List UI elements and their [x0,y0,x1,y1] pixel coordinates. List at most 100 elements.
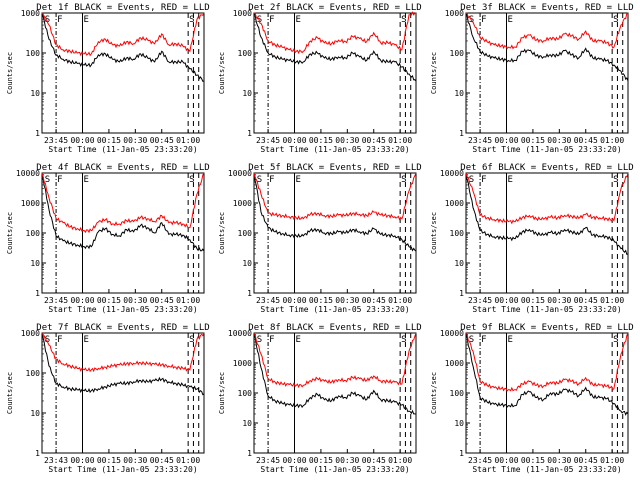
y-tick-label: 100 [450,49,465,58]
x-tick-label: 01:00 [388,136,412,145]
event-marker: E [84,175,89,185]
x-tick-label: 23:45 [256,296,280,305]
y-tick-label: 10000 [228,169,252,178]
y-tick-label: 1 [247,289,252,298]
y-tick-label: 1 [247,129,252,138]
x-tick-label: 01:00 [176,456,200,465]
x-tick-label: 00:00 [282,136,306,145]
event-marker: F [269,175,274,185]
y-tick-label: 100 [238,229,253,238]
panel-det-1f: Det 1f BLACK = Events, RED = LLD 1 10 100 10… [6,3,210,154]
series-line-lld [465,332,629,392]
event-marker: F [481,175,486,185]
x-tick-label: 00:45 [150,136,174,145]
event-marker: E [84,335,89,345]
panel-det-5f: Det 5f BLACK = Events, RED = LLD 1 10 100 10… [218,163,422,314]
event-marker: S [401,15,406,25]
x-tick-label: 01:00 [176,136,200,145]
event-marker: F [269,15,274,25]
series-line-lld [465,12,629,50]
event-marker: S [469,175,474,185]
x-tick-label: 23:45 [468,456,492,465]
event-marker: S [401,335,406,345]
event-marker: F [57,335,62,345]
x-axis-label: Start Time (11-Jan-05 23:33:20) [472,465,621,474]
x-axis-label: Start Time (11-Jan-05 23:33:20) [260,465,409,474]
y-tick-label: 1 [35,129,40,138]
event-marker: E [508,335,513,345]
series-line-events [253,332,417,415]
plot-frame [465,12,629,134]
x-tick-label: 00:45 [574,456,598,465]
plot-frame [41,172,205,294]
x-tick-label: 00:15 [97,296,121,305]
y-tick-label: 10 [242,89,252,98]
y-tick-label: 100 [450,229,465,238]
x-tick-label: 00:30 [335,296,359,305]
event-marker: E [84,15,89,25]
y-tick-label: 10 [30,89,40,98]
event-marker: S [613,15,618,25]
event-marker: S [613,175,618,185]
event-marker: E [508,15,513,25]
y-tick-label: 1 [459,289,464,298]
panel-det-9f: Det 9f BLACK = Events, RED = LLD 1 10 100 10… [430,323,634,474]
x-tick-label: 23:45 [44,136,68,145]
y-axis-label: Counts/sec [6,212,14,254]
panel-title: Det 5f BLACK = Events, RED = LLD [248,163,421,173]
series-line-lld [41,332,205,373]
series-line-lld [465,172,629,225]
y-axis-label: Counts/sec [430,372,438,414]
plot-frame [253,12,417,134]
y-tick-label: 10 [242,419,252,428]
event-marker: E [508,175,513,185]
y-tick-label: 100 [26,49,41,58]
x-tick-label: 00:45 [362,136,386,145]
series-line-events [41,12,205,82]
x-tick-label: 00:30 [123,296,147,305]
panel-title: Det 3f BLACK = Events, RED = LLD [460,3,633,13]
y-tick-label: 1000 [21,9,40,18]
series-line-events [465,172,629,255]
panel-det-7f: Det 7f BLACK = Events, RED = LLD 1 10 100 10… [6,323,210,474]
y-tick-label: 10 [30,409,40,418]
x-tick-label: 00:00 [494,456,518,465]
event-marker: S [257,175,262,185]
event-marker: S [189,335,194,345]
x-tick-label: 00:30 [123,456,147,465]
y-tick-label: 10 [242,259,252,268]
event-marker: S [401,175,406,185]
y-axis-label: Counts/sec [218,372,226,414]
y-tick-label: 100 [238,49,253,58]
x-tick-label: 01:00 [600,296,624,305]
y-tick-label: 1000 [21,199,40,208]
x-tick-label: 00:45 [574,296,598,305]
x-tick-label: 00:45 [362,456,386,465]
x-tick-label: 00:45 [362,296,386,305]
x-tick-label: 01:00 [176,296,200,305]
x-tick-label: 00:45 [574,136,598,145]
x-tick-label: 00:30 [547,136,571,145]
x-tick-label: 23:43 [44,456,68,465]
x-tick-label: 00:00 [494,296,518,305]
series-line-events [465,12,629,82]
y-tick-label: 100 [450,389,465,398]
y-tick-label: 1 [247,449,252,458]
series-line-events [253,172,417,252]
y-tick-label: 1000 [233,199,252,208]
x-tick-label: 01:00 [388,296,412,305]
event-marker: S [469,335,474,345]
event-marker: F [57,175,62,185]
plot-frame [465,172,629,294]
x-tick-label: 00:15 [521,456,545,465]
x-axis-label: Start Time (11-Jan-05 23:33:20) [472,145,621,154]
panel-title: Det 9f BLACK = Events, RED = LLD [460,323,633,333]
event-marker: S [45,335,50,345]
x-tick-label: 00:15 [97,136,121,145]
y-tick-label: 10000 [440,329,464,338]
y-tick-label: 100 [238,389,253,398]
x-tick-label: 01:00 [388,456,412,465]
x-tick-label: 23:45 [44,296,68,305]
panel-det-2f: Det 2f BLACK = Events, RED = LLD 1 10 100 10… [218,3,422,154]
